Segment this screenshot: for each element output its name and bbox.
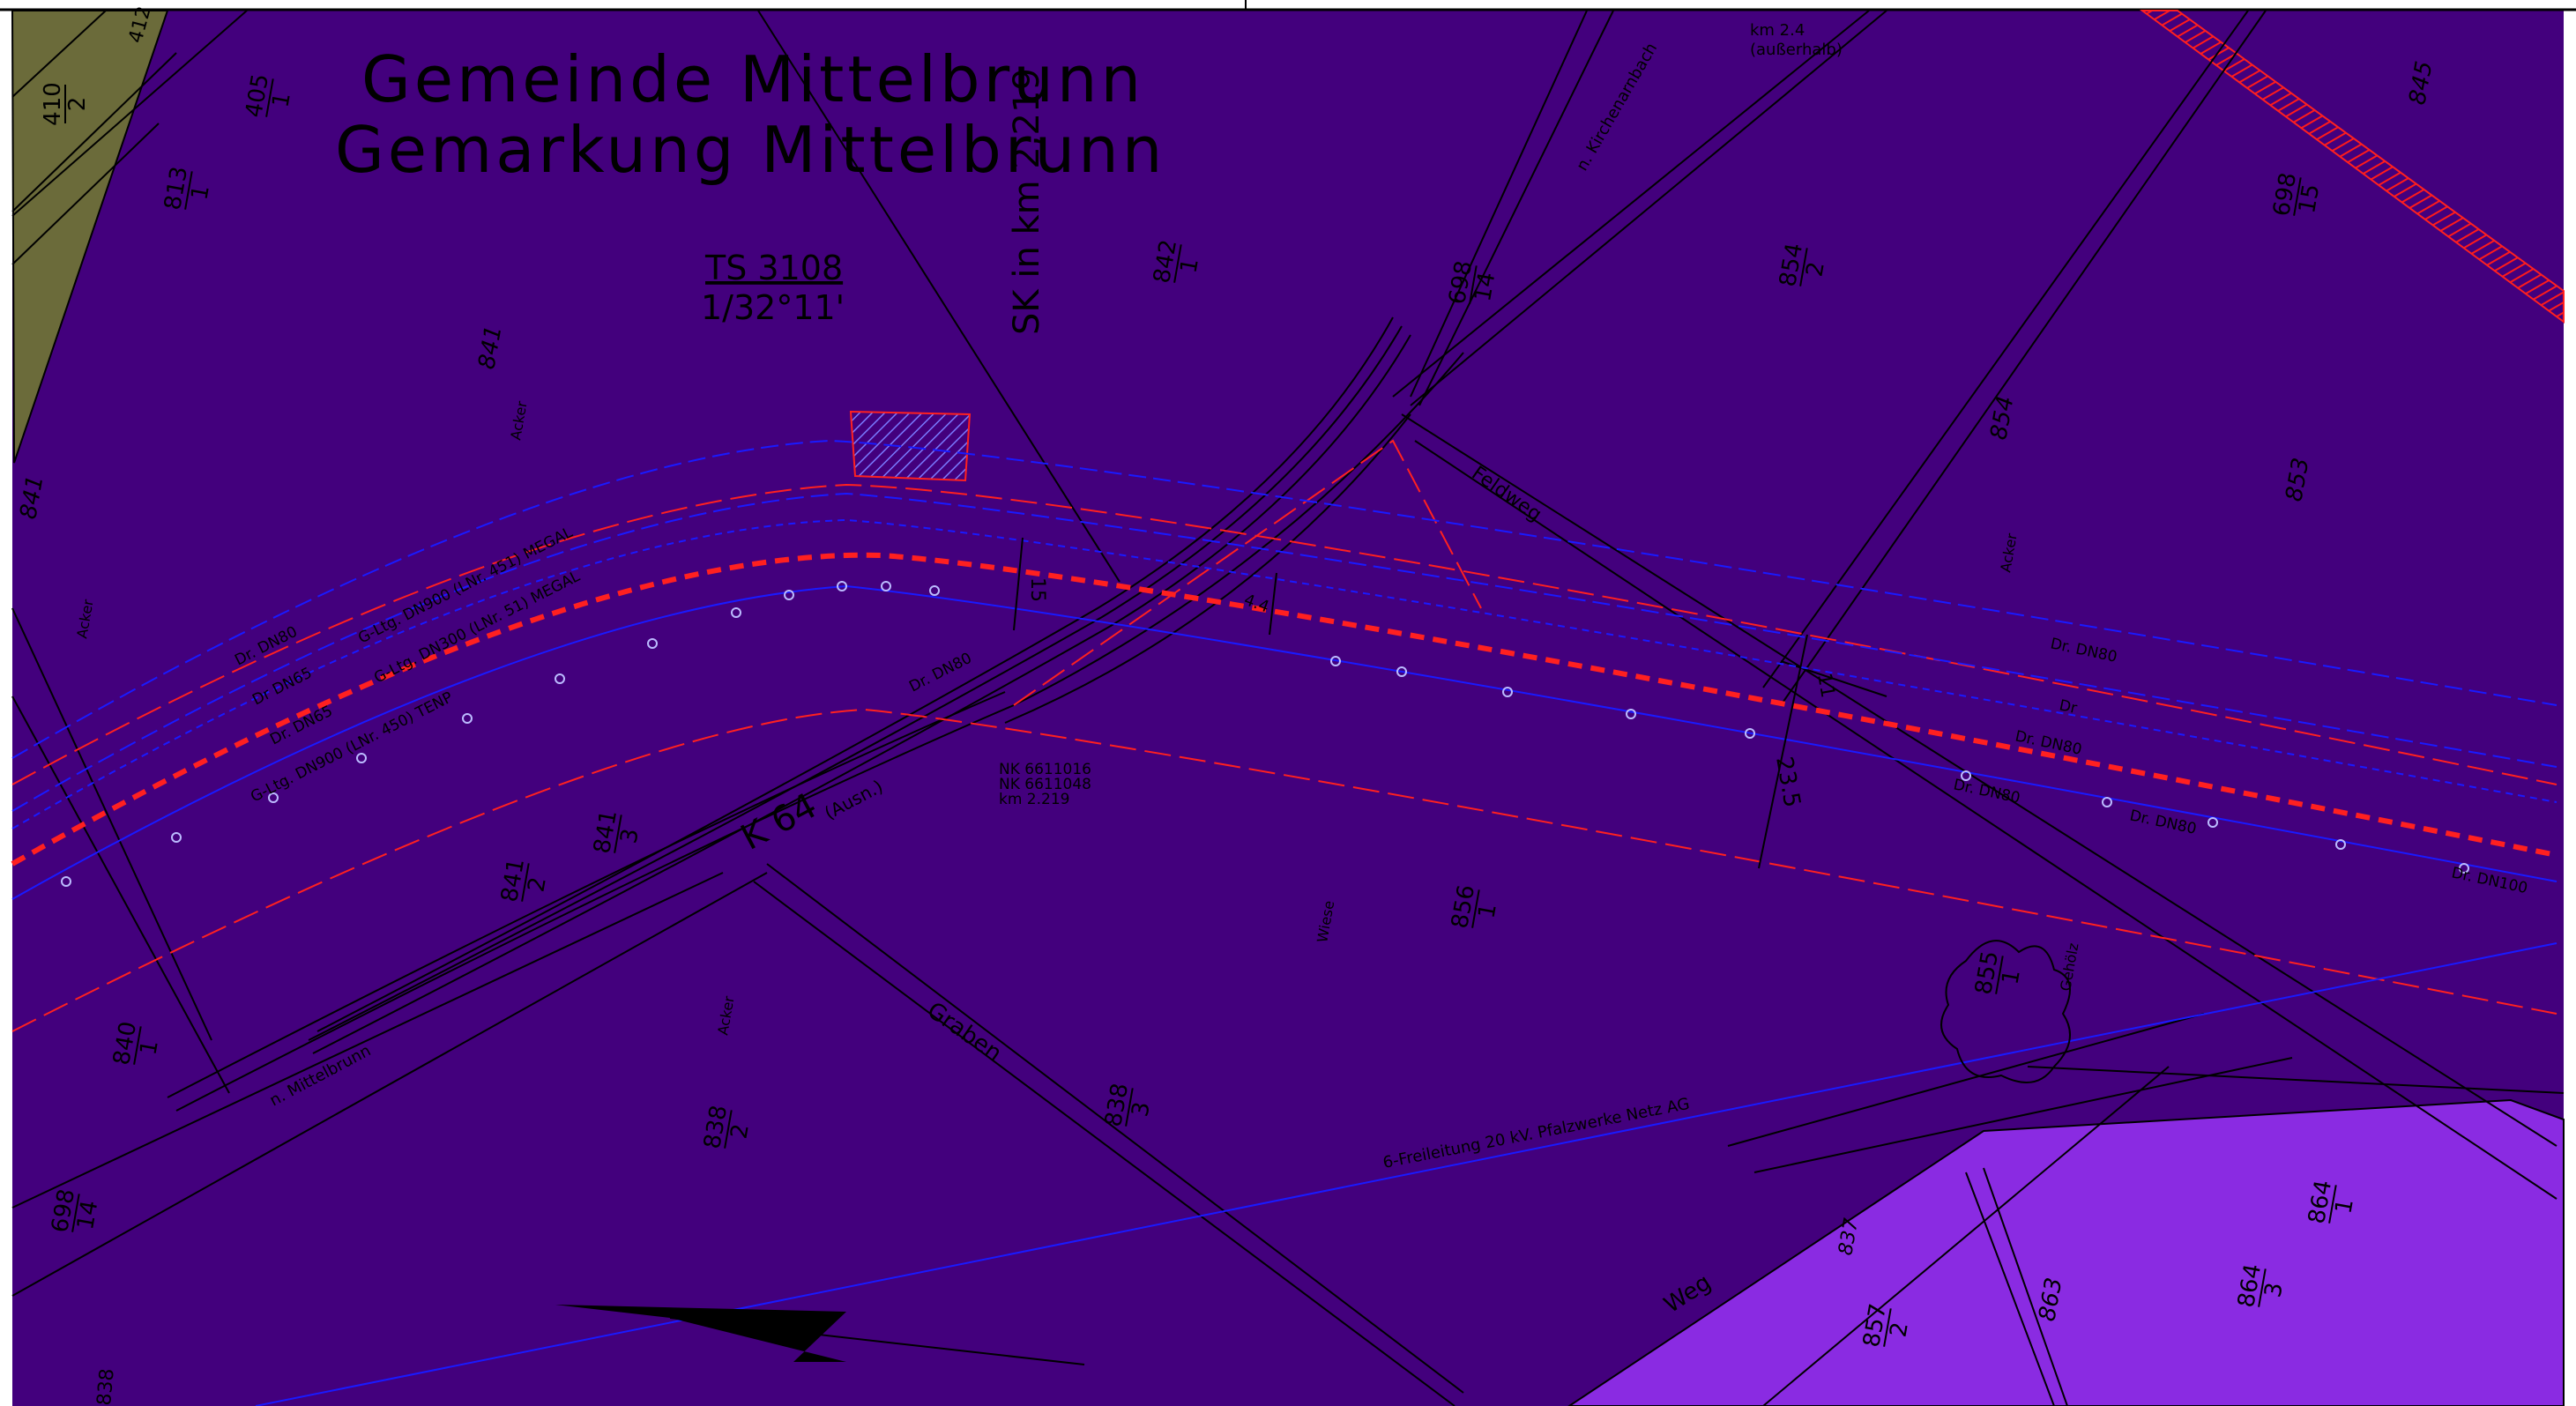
parcel-label: 410 2 bbox=[40, 82, 91, 126]
svg-text:1: 1 bbox=[135, 1038, 163, 1058]
pipeline-blue bbox=[11, 439, 2557, 1406]
parcel-label: 864 3 bbox=[2233, 1262, 2289, 1310]
label-dim-11: 11 bbox=[1813, 672, 1838, 700]
parcel-boundaries bbox=[11, 10, 2565, 1406]
svg-text:3: 3 bbox=[1127, 1100, 1155, 1120]
parcel-label: 838 2 bbox=[699, 1104, 755, 1151]
label-dim-15: 15 bbox=[1026, 577, 1048, 602]
parcel-838-b: 838 bbox=[93, 1368, 119, 1406]
svg-text:1: 1 bbox=[186, 183, 214, 203]
svg-text:2: 2 bbox=[726, 1122, 754, 1142]
stamp-angle: 1/32°11' bbox=[701, 288, 845, 327]
parcel-fractions: 410 2 405 1 813 1 842 1 698 14 854 2 bbox=[40, 72, 2359, 1350]
label-dr: Dr bbox=[2058, 696, 2079, 718]
svg-text:1: 1 bbox=[267, 91, 295, 110]
title-line2: Gemarkung Mittelbrunn bbox=[335, 113, 1165, 187]
pipe-markers bbox=[61, 581, 2469, 887]
title-line1: Gemeinde Mittelbrunn bbox=[361, 42, 1144, 116]
svg-text:2: 2 bbox=[523, 875, 551, 895]
pipeline-red-thin bbox=[11, 439, 2557, 1032]
road-k64 bbox=[167, 316, 1464, 1112]
parcel-label: 838 3 bbox=[1100, 1082, 1156, 1129]
svg-text:15: 15 bbox=[2294, 182, 2325, 216]
parcel-label: 857 2 bbox=[1858, 1302, 1914, 1350]
label-km-top2: (außerhalb) bbox=[1750, 41, 1843, 59]
dimension-lines bbox=[1013, 537, 1808, 869]
svg-text:1: 1 bbox=[1473, 902, 1501, 921]
svg-text:1: 1 bbox=[2330, 1197, 2358, 1216]
svg-text:3: 3 bbox=[615, 827, 644, 846]
svg-text:3: 3 bbox=[2260, 1281, 2288, 1300]
svg-text:2: 2 bbox=[64, 97, 91, 112]
gehoelz-symbol bbox=[1940, 940, 2071, 1083]
svg-text:14: 14 bbox=[1470, 271, 1500, 304]
label-sk: SK in km 2,219 bbox=[1007, 68, 1047, 335]
parcel-label: 698 15 bbox=[2268, 171, 2325, 219]
hatched-area-blue bbox=[849, 410, 972, 482]
parcel-olive bbox=[11, 10, 169, 464]
svg-text:410: 410 bbox=[40, 82, 66, 126]
hatched-area-red bbox=[2139, 10, 2565, 324]
label-km-top: km 2.4 bbox=[1750, 21, 1805, 40]
svg-text:2: 2 bbox=[1801, 260, 1829, 279]
label-nk-2: NK 6611048 bbox=[999, 776, 1091, 793]
svg-text:1: 1 bbox=[1175, 257, 1203, 276]
parcel-label: 405 1 bbox=[241, 72, 296, 120]
svg-text:14: 14 bbox=[72, 1199, 103, 1232]
parcel-label: 841 2 bbox=[496, 857, 552, 904]
parcel-label: 698 14 bbox=[47, 1187, 103, 1235]
svg-text:2: 2 bbox=[1885, 1320, 1913, 1340]
parcel-label: 698 14 bbox=[1444, 259, 1500, 307]
parcel-light bbox=[1567, 1098, 2565, 1406]
label-nk-3: km 2.219 bbox=[999, 791, 1069, 808]
pipeline-red-main bbox=[11, 552, 2557, 867]
north-arrow-icon bbox=[555, 1305, 1085, 1365]
stamp-ts: TS 3108 bbox=[704, 249, 843, 287]
label-nk-1: NK 6611016 bbox=[999, 761, 1091, 778]
svg-text:1: 1 bbox=[1997, 968, 2025, 987]
